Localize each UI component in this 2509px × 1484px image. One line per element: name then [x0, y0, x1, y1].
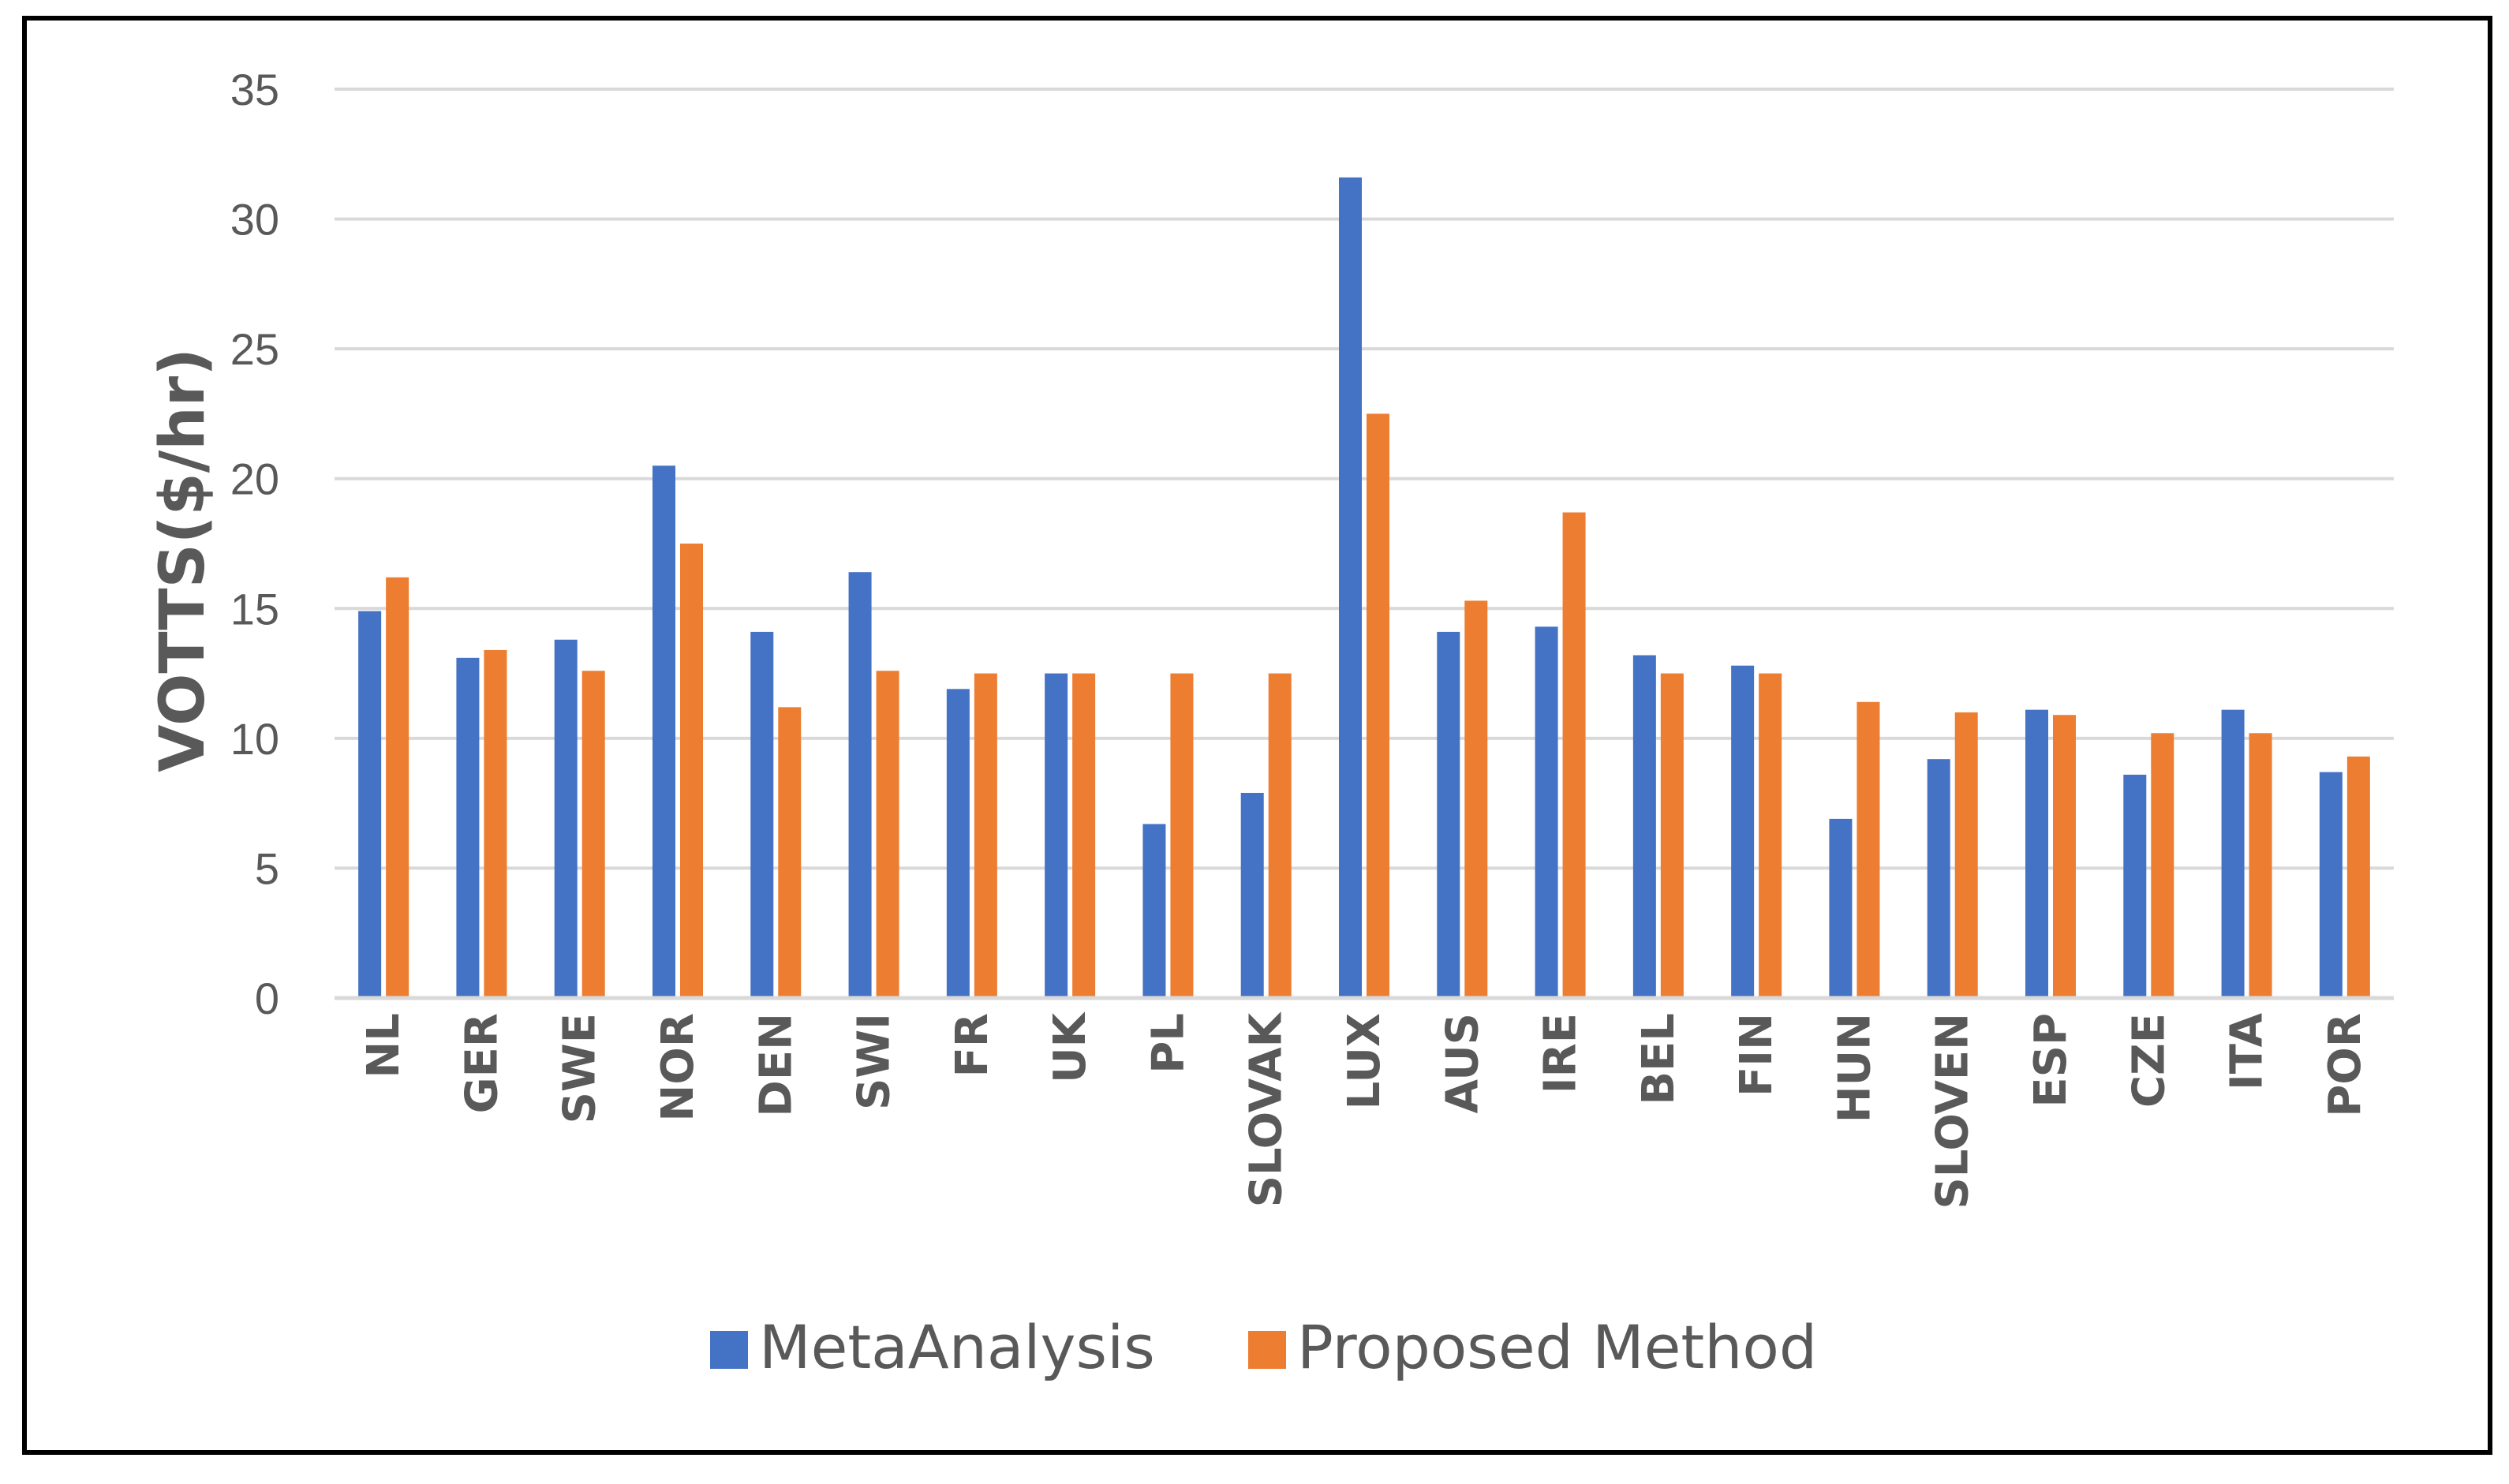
bar-proposed-method-bel — [1660, 673, 1684, 998]
y-tick-label: 5 — [255, 843, 279, 893]
bar-proposed-method-cze — [2151, 733, 2174, 998]
chart-frame: 0 5 10 15 20 25 30 35 NL GER SWE NOR DEN SWI FR UK PL SLO… — [22, 16, 2492, 1455]
bar-proposed-method-nor — [680, 544, 703, 998]
x-tick-label: BEL — [1633, 1013, 1685, 1105]
bar-metaanalysis-nor — [652, 465, 675, 998]
bar-proposed-method-swe — [581, 671, 605, 998]
legend: MetaAnalysis Proposed Method — [710, 1312, 1817, 1382]
x-tick-label: AUS — [1437, 1013, 1488, 1113]
y-tick-label: 20 — [230, 454, 279, 504]
x-tick-label: NOR — [652, 1013, 704, 1122]
bar-proposed-method-sloven — [1954, 712, 1978, 998]
legend-label-proposed-method: Proposed Method — [1297, 1312, 1817, 1382]
y-tick-label: 30 — [230, 195, 279, 245]
y-tick-label: 15 — [230, 584, 279, 634]
bar-proposed-method-ire — [1562, 512, 1586, 998]
bar-proposed-method-ger — [484, 649, 507, 998]
bar-chart: 0 5 10 15 20 25 30 35 NL GER SWE NOR DEN SWI FR UK PL SLO… — [148, 65, 2394, 1382]
bar-metaanalysis-ire — [1535, 626, 1558, 998]
bar-metaanalysis-fin — [1731, 665, 1755, 998]
bar-proposed-method-ita — [2249, 733, 2272, 998]
bar-metaanalysis-esp — [2025, 709, 2048, 998]
axes: 0 5 10 15 20 25 30 35 NL GER SWE NOR DEN SWI FR UK PL SLO… — [230, 65, 2394, 1209]
bar-metaanalysis-aus — [1437, 631, 1460, 998]
bar-proposed-method-den — [778, 707, 802, 998]
legend-swatch-proposed-method — [1248, 1331, 1286, 1369]
x-tick-label: SLOVAK — [1241, 1011, 1292, 1207]
y-tick-label: 10 — [230, 714, 279, 764]
bar-metaanalysis-nl — [358, 611, 382, 998]
x-tick-label: NL — [358, 1013, 409, 1078]
x-tick-label: ESP — [2025, 1013, 2077, 1108]
bar-metaanalysis-ita — [2221, 709, 2245, 998]
bar-metaanalysis-uk — [1045, 673, 1068, 998]
x-tick-label: IRE — [1535, 1013, 1587, 1093]
bar-proposed-method-nl — [386, 577, 409, 998]
bar-metaanalysis-slovak — [1240, 792, 1264, 998]
x-tick-label: FIN — [1731, 1013, 1782, 1097]
bar-metaanalysis-cze — [2123, 774, 2147, 998]
x-tick-label: CZE — [2123, 1013, 2174, 1108]
bar-metaanalysis-den — [750, 631, 774, 998]
bars — [358, 177, 2370, 998]
x-tick-label: DEN — [750, 1013, 802, 1117]
bar-metaanalysis-pl — [1142, 824, 1166, 998]
bar-proposed-method-hun — [1857, 701, 1880, 998]
x-tick-label: SLOVEN — [1928, 1013, 1979, 1209]
bar-metaanalysis-sloven — [1927, 759, 1950, 998]
bar-metaanalysis-por — [2319, 772, 2343, 998]
x-tick-label: SWE — [555, 1013, 606, 1123]
x-tick-label: ITA — [2222, 1012, 2273, 1090]
bar-proposed-method-lux — [1367, 413, 1389, 998]
x-tick-label: LUX — [1339, 1013, 1390, 1109]
bar-proposed-method-fin — [1759, 673, 1782, 998]
bar-metaanalysis-fr — [946, 689, 970, 998]
bar-proposed-method-fr — [974, 673, 997, 998]
bar-metaanalysis-ger — [456, 657, 480, 998]
x-tick-label: FR — [947, 1013, 998, 1077]
bar-proposed-method-por — [2346, 756, 2370, 998]
legend-swatch-metaanalysis — [710, 1331, 748, 1369]
x-tick-label: HUN — [1829, 1013, 1880, 1123]
bar-proposed-method-esp — [2053, 715, 2076, 998]
x-tick-label: PL — [1142, 1013, 1194, 1074]
bar-proposed-method-slovak — [1268, 673, 1292, 998]
y-axis-label: VOTTS($/hr) — [148, 348, 219, 772]
bar-proposed-method-swi — [876, 671, 899, 998]
x-tick-label: POR — [2320, 1013, 2371, 1117]
x-tick-label: SWI — [849, 1013, 900, 1110]
bar-proposed-method-pl — [1170, 673, 1194, 998]
legend-label-metaanalysis: MetaAnalysis — [759, 1312, 1155, 1382]
bar-metaanalysis-hun — [1829, 818, 1853, 998]
bar-metaanalysis-swe — [554, 639, 578, 998]
y-tick-label: 35 — [230, 65, 279, 114]
bar-metaanalysis-swi — [848, 572, 872, 998]
bar-proposed-method-uk — [1072, 673, 1096, 998]
y-tick-label: 0 — [255, 974, 279, 1023]
x-tick-label: UK — [1045, 1011, 1096, 1082]
y-tick-label: 25 — [230, 324, 279, 374]
x-tick-label: GER — [456, 1013, 507, 1113]
bar-metaanalysis-bel — [1632, 655, 1656, 998]
bar-metaanalysis-lux — [1339, 177, 1362, 998]
gridlines — [335, 88, 2394, 870]
bar-proposed-method-aus — [1464, 600, 1488, 998]
